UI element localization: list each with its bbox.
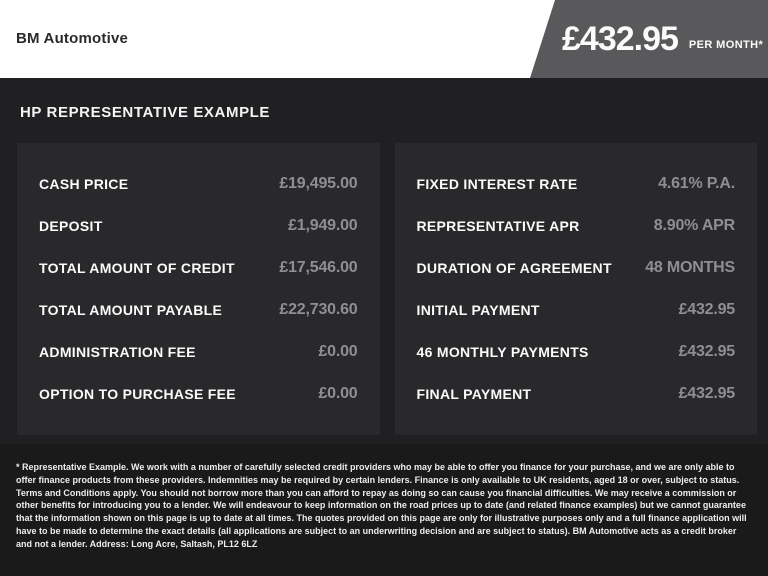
monthly-price: £432.95	[562, 19, 679, 58]
finance-label: TOTAL AMOUNT PAYABLE	[39, 302, 223, 318]
finance-row: FINAL PAYMENT £432.95	[417, 373, 736, 415]
finance-value: 48 MONTHS	[645, 259, 735, 276]
finance-value: £19,495.00	[279, 175, 358, 192]
finance-label: DEPOSIT	[39, 218, 103, 234]
finance-value: £432.95	[678, 343, 736, 360]
finance-row: CASH PRICE £19,495.00	[39, 163, 358, 205]
finance-value: £432.95	[678, 301, 736, 318]
finance-row: DURATION OF AGREEMENT 48 MONTHS	[417, 247, 736, 289]
disclaimer-text: * Representative Example. We work with a…	[16, 462, 747, 549]
finance-label: TOTAL AMOUNT OF CREDIT	[39, 260, 235, 276]
finance-panel-right: FIXED INTEREST RATE 4.61% P.A. REPRESENT…	[394, 143, 757, 435]
finance-value: 4.61% P.A.	[658, 175, 735, 192]
finance-label: ADMINISTRATION FEE	[39, 344, 196, 360]
finance-row: DEPOSIT £1,949.00	[39, 205, 358, 247]
finance-row: FIXED INTEREST RATE 4.61% P.A.	[417, 163, 736, 205]
finance-row: REPRESENTATIVE APR 8.90% APR	[417, 205, 736, 247]
finance-panels: CASH PRICE £19,495.00 DEPOSIT £1,949.00 …	[17, 143, 757, 435]
finance-value: £17,546.00	[279, 259, 358, 276]
finance-value: £0.00	[318, 343, 358, 360]
finance-row: TOTAL AMOUNT OF CREDIT £17,546.00	[39, 247, 358, 289]
finance-value: £1,949.00	[288, 217, 358, 234]
finance-value: £432.95	[678, 385, 736, 402]
finance-row: 46 MONTHLY PAYMENTS £432.95	[417, 331, 736, 373]
dealer-name: BM Automotive	[16, 30, 129, 47]
finance-value: £0.00	[318, 385, 358, 402]
finance-row: ADMINISTRATION FEE £0.00	[39, 331, 358, 373]
finance-row: TOTAL AMOUNT PAYABLE £22,730.60	[39, 289, 358, 331]
finance-label: REPRESENTATIVE APR	[416, 218, 580, 234]
finance-label: INITIAL PAYMENT	[416, 302, 540, 318]
finance-label: 46 MONTHLY PAYMENTS	[416, 344, 589, 360]
finance-section: HP REPRESENTATIVE EXAMPLE CASH PRICE £19…	[0, 78, 768, 444]
footer-disclaimer-section: * Representative Example. We work with a…	[0, 444, 768, 576]
section-title: HP REPRESENTATIVE EXAMPLE	[20, 104, 271, 121]
finance-value: 8.90% APR	[653, 217, 735, 234]
finance-value: £22,730.60	[279, 301, 358, 318]
finance-label: FINAL PAYMENT	[416, 386, 532, 402]
monthly-price-period: PER MONTH*	[688, 39, 764, 51]
finance-row: OPTION TO PURCHASE FEE £0.00	[39, 373, 358, 415]
finance-panel-left: CASH PRICE £19,495.00 DEPOSIT £1,949.00 …	[17, 143, 380, 435]
finance-label: FIXED INTEREST RATE	[416, 176, 578, 192]
finance-label: CASH PRICE	[39, 176, 129, 192]
price-banner: £432.95 PER MONTH*	[530, 0, 768, 78]
finance-label: OPTION TO PURCHASE FEE	[39, 386, 236, 402]
header-bar: BM Automotive £432.95 PER MONTH*	[0, 0, 768, 78]
finance-label: DURATION OF AGREEMENT	[416, 260, 612, 276]
finance-row: INITIAL PAYMENT £432.95	[417, 289, 736, 331]
